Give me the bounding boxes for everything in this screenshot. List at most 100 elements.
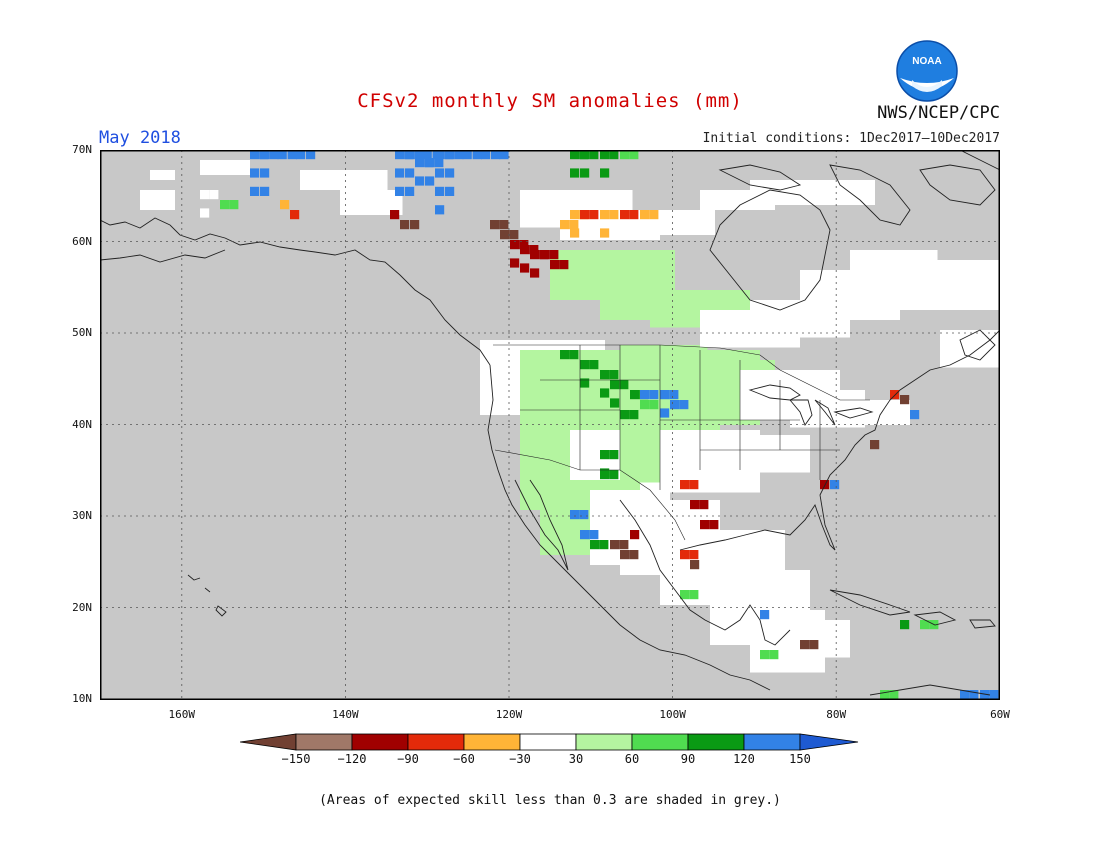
anomaly-cell [600, 150, 610, 160]
anomaly-cell [640, 400, 650, 410]
anomaly-cell [422, 150, 432, 160]
anomaly-cell [405, 168, 415, 178]
anomaly-cell [619, 380, 629, 390]
colorbar-label: −150 [281, 752, 311, 766]
anomaly-cell [499, 150, 509, 160]
anomaly-cell [520, 263, 530, 273]
anomaly-region [300, 170, 388, 190]
anomaly-cell [690, 500, 700, 510]
anomaly-cell [530, 250, 540, 260]
anomaly-region [710, 435, 810, 473]
map-svg [99, 149, 1028, 718]
anomaly-cell [820, 480, 830, 490]
map-frame [100, 150, 1000, 700]
anomaly-cell [415, 158, 425, 168]
colorbar-label: 120 [733, 752, 755, 766]
anomaly-cell [405, 186, 415, 196]
lon-label: 160W [168, 708, 196, 721]
anomaly-cell [599, 540, 609, 550]
logo-text: NOAA [912, 56, 941, 67]
anomaly-cell [660, 390, 670, 400]
lat-label: 30N [72, 509, 92, 522]
lon-label: 120W [495, 708, 523, 721]
anomaly-cell [580, 168, 590, 178]
anomaly-cell [414, 150, 424, 160]
anomaly-cell [689, 590, 699, 600]
anomaly-cell [620, 550, 630, 560]
anomaly-cell [306, 150, 316, 160]
anomaly-cell [250, 168, 260, 178]
anomaly-cell [395, 186, 405, 196]
anomaly-cell [700, 520, 710, 530]
anomaly-cell [200, 190, 210, 200]
anomaly-cell [425, 176, 435, 186]
anomaly-cell [600, 388, 610, 398]
anomaly-cell [610, 380, 620, 390]
target-month: May 2018 [99, 128, 181, 148]
anomaly-region [835, 400, 910, 425]
lon-label: 60W [990, 708, 1010, 721]
anomaly-cell [549, 250, 559, 260]
anomaly-cell [629, 550, 639, 560]
anomaly-cell [589, 360, 599, 370]
anomaly-cell [900, 395, 910, 405]
chart-title: CFSv2 monthly SM anomalies (mm) [357, 90, 743, 112]
anomaly-cell [491, 150, 501, 160]
colorbar-box [463, 733, 521, 751]
anomaly-cell [590, 540, 600, 550]
anomaly-cell [609, 210, 619, 220]
anomaly-cell [540, 250, 550, 260]
colorbar-box [407, 733, 465, 751]
anomaly-cell [910, 410, 920, 420]
anomaly-cell [509, 230, 519, 240]
anomaly-cell [280, 200, 290, 210]
anomaly-cell [519, 240, 529, 250]
anomaly-cell [760, 610, 770, 620]
anomaly-cell [870, 440, 880, 450]
anomaly-cell [579, 510, 589, 520]
anomaly-cell [481, 150, 491, 160]
lat-label: 60N [72, 234, 92, 248]
anomaly-cell [609, 470, 619, 480]
anomaly-region [800, 620, 850, 658]
anomaly-cell [570, 510, 580, 520]
anomaly-cell [600, 470, 610, 480]
colorbar-label: 90 [680, 752, 696, 766]
anomaly-cell [395, 150, 405, 160]
anomaly-region [900, 260, 1000, 310]
anomaly-cell [569, 220, 579, 230]
anomaly-cell [830, 480, 840, 490]
anomaly-cell [260, 186, 270, 196]
anomaly-cell [589, 210, 599, 220]
anomaly-region [150, 170, 175, 180]
anomaly-cell [530, 268, 540, 278]
anomaly-cell [560, 350, 570, 360]
anomaly-cell [680, 480, 690, 490]
anomaly-cell [580, 210, 590, 220]
anomaly-cell [410, 220, 420, 230]
colorbar-box [295, 733, 353, 751]
anomaly-cell [600, 168, 610, 178]
anomaly-cell [760, 650, 770, 660]
anomaly-cell [699, 500, 709, 510]
anomaly-cell [989, 690, 999, 700]
anomaly-cell [570, 168, 580, 178]
colorbar-label: −30 [509, 752, 531, 766]
anomaly-cell [670, 400, 680, 410]
anomaly-cell [669, 390, 679, 400]
anomaly-cell [569, 350, 579, 360]
colorbar-label: 150 [789, 752, 811, 766]
lat-label: 20N [72, 600, 92, 614]
lon-label: 140W [332, 708, 359, 721]
anomaly-cell [680, 590, 690, 600]
anomaly-cell [435, 150, 445, 160]
colorbar [240, 733, 859, 751]
anomaly-cell [550, 260, 560, 270]
anomaly-cell [610, 398, 620, 408]
anomaly-region [140, 190, 175, 210]
anomaly-cell [390, 210, 400, 220]
anomaly-cell [510, 258, 520, 268]
anomaly-cell [620, 410, 630, 420]
anomaly-cell [629, 150, 639, 160]
anomaly-cell [619, 540, 629, 550]
